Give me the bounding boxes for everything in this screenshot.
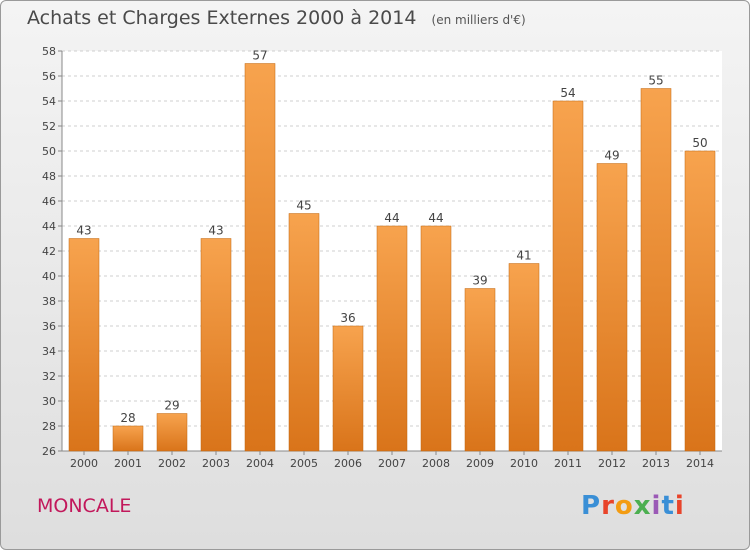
bar-value-label: 39 (472, 274, 487, 288)
y-tick-label: 40 (42, 270, 56, 283)
y-tick-label: 32 (42, 370, 56, 383)
y-tick-label: 26 (42, 445, 56, 458)
y-tick-label: 28 (42, 420, 56, 433)
bar-2007 (376, 225, 408, 452)
bar-value-label: 43 (76, 224, 91, 238)
bar-value-label: 36 (340, 311, 355, 325)
y-tick-label: 58 (42, 45, 56, 58)
bar-value-label: 49 (604, 149, 619, 163)
y-tick-label: 38 (42, 295, 56, 308)
place-name: MONCALE (37, 495, 132, 517)
x-tick-label: 2010 (510, 457, 538, 470)
x-tick-label: 2000 (70, 457, 98, 470)
bar-2002 (156, 413, 188, 452)
y-tick-label: 42 (42, 245, 56, 258)
x-tick-label: 2006 (334, 457, 362, 470)
bar-2003 (200, 238, 232, 452)
x-tick-label: 2005 (290, 457, 318, 470)
x-tick-label: 2014 (686, 457, 714, 470)
y-tick-label: 30 (42, 395, 56, 408)
bar-value-label: 44 (428, 211, 443, 225)
bar-value-label: 29 (164, 399, 179, 413)
bar-2004 (244, 63, 276, 452)
bar-value-label: 55 (648, 74, 663, 88)
x-tick-label: 2009 (466, 457, 494, 470)
bar-value-label: 41 (516, 249, 531, 263)
y-tick-label: 52 (42, 120, 56, 133)
y-tick-label: 46 (42, 195, 56, 208)
bar-2010 (508, 263, 540, 452)
y-tick-label: 56 (42, 70, 56, 83)
bar-2009 (464, 288, 496, 452)
bar-2001 (112, 425, 144, 452)
bar-2005 (288, 213, 320, 452)
logo-letter: x (633, 491, 652, 521)
bar-value-label: 28 (120, 411, 135, 425)
logo-letter: r (601, 491, 615, 521)
bar-value-label: 54 (560, 86, 575, 100)
bar-2006 (332, 325, 364, 452)
logo-letter: t (661, 491, 675, 521)
bar-2000 (68, 238, 100, 452)
x-tick-label: 2012 (598, 457, 626, 470)
logo-letter: o (614, 491, 634, 521)
bar-value-label: 50 (692, 136, 707, 150)
y-tick-label: 54 (42, 95, 56, 108)
bar-2013 (640, 88, 672, 452)
bar-value-label: 57 (252, 49, 267, 63)
x-tick-label: 2011 (554, 457, 582, 470)
logo-letter: P (581, 491, 602, 521)
x-tick-label: 2008 (422, 457, 450, 470)
bar-value-label: 44 (384, 211, 399, 225)
x-tick-label: 2007 (378, 457, 406, 470)
proxiti-logo: Proxiti (581, 491, 685, 521)
title-row: Achats et Charges Externes 2000 à 2014 (… (27, 7, 526, 29)
chart-unit: (en milliers d'€) (431, 13, 526, 27)
bar-2012 (596, 163, 628, 452)
logo-letter: i (651, 491, 662, 521)
logo-letter: i (674, 491, 685, 521)
x-tick-label: 2013 (642, 457, 670, 470)
x-tick-label: 2001 (114, 457, 142, 470)
bar-2014 (684, 150, 716, 452)
bar-value-label: 45 (296, 199, 311, 213)
y-tick-label: 34 (42, 345, 56, 358)
bar-2008 (420, 225, 452, 452)
y-tick-label: 48 (42, 170, 56, 183)
x-tick-label: 2004 (246, 457, 274, 470)
x-tick-label: 2002 (158, 457, 186, 470)
y-tick-label: 36 (42, 320, 56, 333)
y-tick-label: 44 (42, 220, 56, 233)
x-tick-label: 2003 (202, 457, 230, 470)
bar-value-label: 43 (208, 224, 223, 238)
y-tick-label: 50 (42, 145, 56, 158)
bar-2011 (552, 100, 584, 452)
chart-title: Achats et Charges Externes 2000 à 2014 (27, 7, 417, 29)
